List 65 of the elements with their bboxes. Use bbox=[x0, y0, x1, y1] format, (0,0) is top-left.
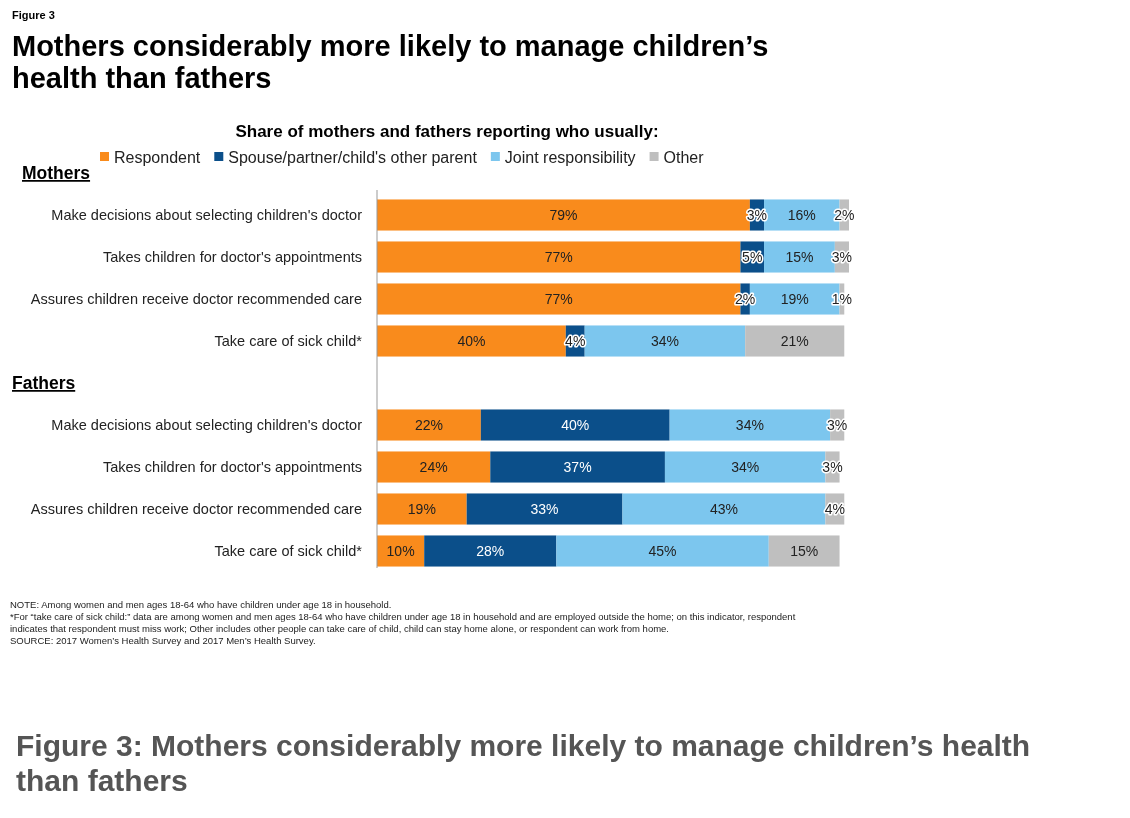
legend-label: Other bbox=[663, 148, 705, 166]
bar bbox=[377, 409, 481, 441]
data-label: 34% bbox=[731, 458, 760, 475]
bar bbox=[377, 325, 566, 357]
data-label: 34% bbox=[650, 332, 679, 349]
y-tick-label: Assures children receive doctor recommended care bbox=[30, 291, 362, 308]
bar bbox=[556, 535, 769, 567]
data-label: 37% bbox=[563, 458, 592, 475]
data-label: 34% bbox=[735, 416, 764, 433]
source-note: SOURCE: 2017 Women’s Health Survey and 2017 Men’s Health Survey. bbox=[10, 635, 316, 646]
y-tick-label: Take care of sick child* bbox=[214, 333, 363, 350]
legend-label: Spouse/partner/child's other parent bbox=[228, 148, 478, 166]
data-label: 24% bbox=[419, 458, 448, 475]
caption: Figure 3 bbox=[12, 9, 55, 21]
caption: Figure 3: Mothers considerably more likely to manage children’s health than fathers bbox=[16, 729, 1031, 797]
data-label: 21% bbox=[780, 332, 809, 349]
bar bbox=[424, 535, 557, 567]
data-label: 10% bbox=[386, 542, 415, 559]
text: Fathers bbox=[12, 373, 76, 393]
data-label: 4% bbox=[824, 500, 845, 517]
data-label: 5% bbox=[742, 248, 763, 265]
data-label: 43% bbox=[709, 500, 738, 517]
y-tick-label: Assures children receive doctor recommended care bbox=[30, 501, 362, 518]
data-label: 77% bbox=[544, 248, 573, 265]
data-label: 33% bbox=[530, 500, 559, 517]
legend-label: Joint responsibility bbox=[504, 148, 636, 166]
bar bbox=[622, 493, 826, 525]
bar bbox=[745, 325, 845, 357]
data-label: 3% bbox=[822, 458, 843, 475]
data-label: 79% bbox=[549, 206, 578, 223]
bar bbox=[377, 451, 491, 483]
y-tick-label: Make decisions about selecting children's doctor bbox=[51, 207, 363, 224]
data-label: 40% bbox=[457, 332, 486, 349]
data-label: 3% bbox=[827, 416, 848, 433]
data-label: 77% bbox=[544, 290, 573, 307]
chart-title: Mothers considerably more likely to manage children’s health than fathers bbox=[12, 30, 769, 94]
text: Mothers bbox=[22, 163, 91, 183]
data-label: 22% bbox=[414, 416, 443, 433]
data-label: 16% bbox=[787, 206, 816, 223]
bar bbox=[466, 493, 623, 525]
legend-label: Respondent bbox=[114, 148, 201, 166]
bar bbox=[377, 493, 467, 525]
data-label: 19% bbox=[780, 290, 809, 307]
y-tick-label: Take care of sick child* bbox=[214, 543, 363, 560]
bar bbox=[584, 325, 746, 357]
data-label: 15% bbox=[785, 248, 814, 265]
y-tick-label: Takes children for doctor's appointments bbox=[102, 249, 362, 266]
data-label: 19% bbox=[407, 500, 436, 517]
text: *For “take care of sick child:” data are among women and men ages 18-64 who have children under age 18 in household and are employed outside the home; on this indicator, respondent indicates that respondent must miss work; Other includes other people can take care of child, child can stay home alone, or respondent can work from home. bbox=[10, 611, 796, 634]
data-label: 2% bbox=[735, 290, 756, 307]
y-tick-label: Takes children for doctor's appointments bbox=[102, 459, 362, 476]
data-label: 2% bbox=[834, 206, 855, 223]
data-label: 3% bbox=[831, 248, 853, 265]
bar bbox=[490, 451, 665, 483]
bar bbox=[768, 535, 840, 567]
data-label: 1% bbox=[831, 290, 853, 307]
data-label: 45% bbox=[648, 542, 677, 559]
data-label: 28% bbox=[476, 542, 505, 559]
data-label: 40% bbox=[561, 416, 590, 433]
chart-subtitle: Share of mothers and fathers reporting who usually: bbox=[235, 122, 659, 141]
y-tick-label: Make decisions about selecting children's doctor bbox=[51, 417, 363, 434]
bar bbox=[480, 409, 670, 441]
text: NOTE: Among women and men ages 18-64 who have children under age 18 in household. bbox=[10, 599, 392, 610]
bar bbox=[377, 241, 741, 273]
data-label: 15% bbox=[790, 542, 819, 559]
